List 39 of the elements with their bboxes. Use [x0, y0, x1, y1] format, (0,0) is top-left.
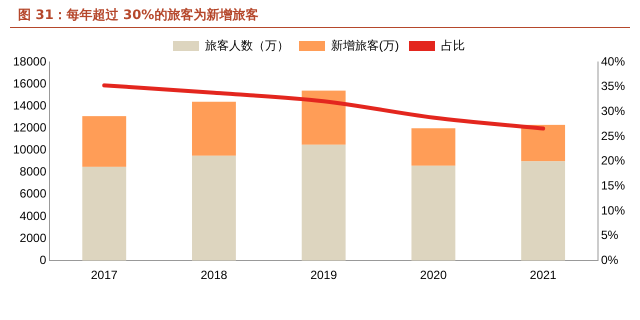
chart-title: 图 31：每年超过 30%的旅客为新增旅客	[18, 6, 258, 24]
bar	[82, 166, 126, 261]
bar	[521, 161, 566, 261]
legend-label: 占比	[440, 38, 465, 52]
legend-label: 新增旅客(万)	[331, 38, 400, 52]
y2-tick-label: 20%	[600, 154, 626, 168]
y-tick-label: 0	[40, 252, 47, 267]
y-tick-label: 8000	[20, 164, 47, 179]
y2-tick-label: 40%	[600, 54, 626, 68]
y2-tick-label: 25%	[600, 128, 626, 143]
bar	[192, 102, 236, 156]
bar	[411, 166, 456, 261]
legend-label: 旅客人数（万）	[205, 38, 290, 52]
line-series	[102, 83, 546, 131]
x-tick-label: 2018	[200, 268, 228, 282]
x-tick-label: 2019	[310, 268, 338, 282]
y-tick-label: 12000	[12, 120, 47, 135]
x-tick-label: 2021	[530, 268, 557, 282]
bar	[521, 124, 566, 162]
y-tick-label: 2000	[20, 230, 47, 245]
bar	[411, 128, 456, 166]
y2-tick-label: 35%	[600, 79, 626, 94]
y-tick-label: 10000	[12, 142, 47, 157]
x-tick-label: 2017	[90, 268, 118, 282]
bar	[82, 116, 126, 167]
y2-tick-label: 15%	[600, 178, 626, 192]
bar	[302, 144, 346, 261]
y2-tick-label: 0%	[600, 252, 619, 267]
y2-tick-label: 10%	[600, 203, 626, 218]
y-tick-label: 18000	[12, 54, 47, 68]
y-tick-label: 16000	[12, 76, 47, 90]
y-tick-label: 6000	[20, 186, 47, 201]
bar	[192, 156, 236, 261]
y2-tick-label: 30%	[600, 104, 626, 118]
y2-tick-label: 5%	[600, 228, 619, 242]
y-tick-label: 14000	[12, 98, 47, 112]
x-tick-label: 2020	[420, 268, 448, 282]
bar	[302, 90, 346, 145]
y-tick-label: 4000	[20, 208, 47, 223]
